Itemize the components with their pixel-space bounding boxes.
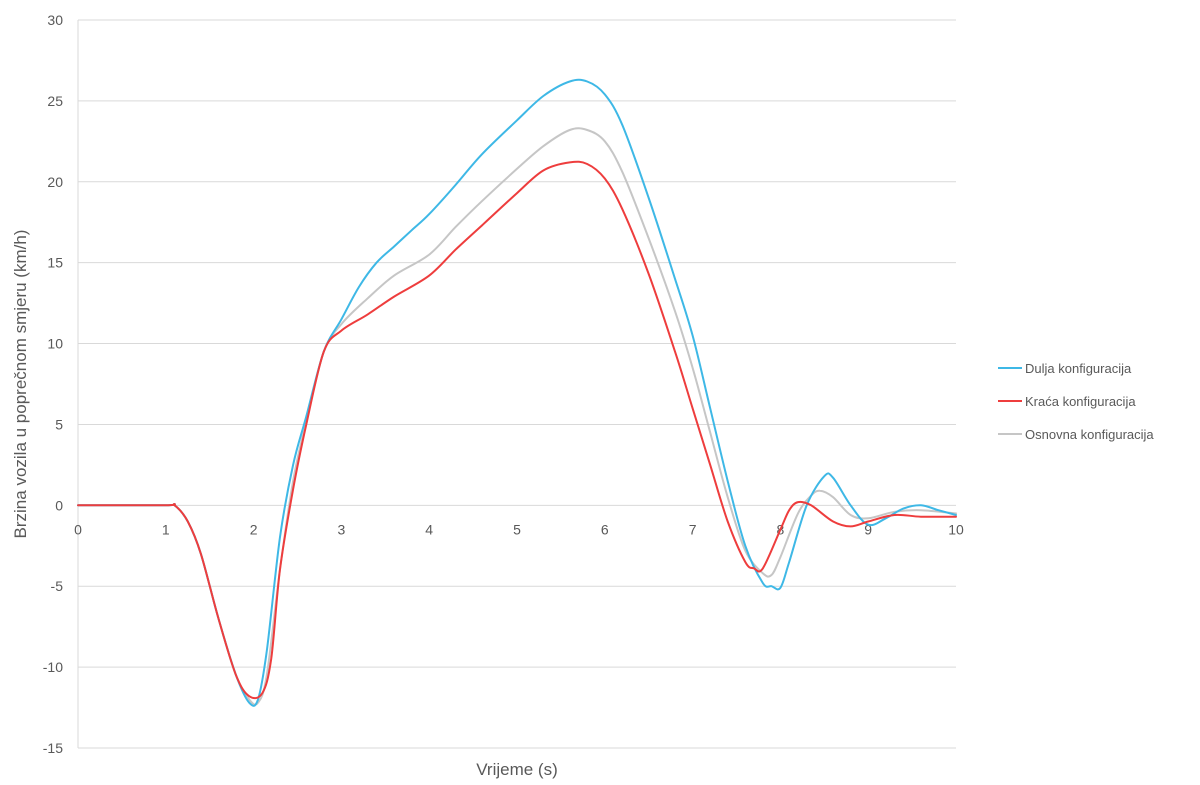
grid-lines — [77, 19, 956, 749]
x-tick-label: 1 — [162, 521, 170, 537]
y-tick-label: 30 — [47, 12, 63, 28]
x-tick-label: 2 — [250, 521, 258, 537]
y-axis-title: Brzina vozila u poprečnom smjeru (km/h) — [11, 230, 30, 539]
x-axis-title: Vrijeme (s) — [476, 760, 558, 779]
x-tick-label: 6 — [601, 521, 609, 537]
legend-label: Osnovna konfiguracija — [1025, 427, 1154, 442]
y-tick-label: -10 — [43, 659, 63, 675]
x-tick-label: 9 — [864, 521, 872, 537]
y-tick-label: 0 — [55, 497, 63, 513]
y-tick-label: 10 — [47, 336, 63, 352]
y-tick-label: 5 — [55, 416, 63, 432]
y-tick-label: 25 — [47, 93, 63, 109]
legend-item: Osnovna konfiguracija — [998, 427, 1154, 442]
series-line-1 — [77, 78, 957, 707]
x-tick-label: 10 — [948, 521, 964, 537]
y-tick-label: 20 — [47, 174, 63, 190]
x-tick-label: 4 — [425, 521, 433, 537]
x-tick-label: 7 — [689, 521, 697, 537]
legend-item: Dulja konfiguracija — [998, 361, 1132, 376]
series-line-2 — [77, 160, 957, 700]
legend-label: Kraća konfiguracija — [1025, 394, 1136, 409]
legend-label: Dulja konfiguracija — [1025, 361, 1132, 376]
x-tick-label: 0 — [74, 521, 82, 537]
x-tick-label: 5 — [513, 521, 521, 537]
x-tick-label: 3 — [338, 521, 346, 537]
series-lines — [77, 78, 957, 707]
y-tick-label: 15 — [47, 255, 63, 271]
legend-item: Kraća konfiguracija — [998, 394, 1136, 409]
series-line-3 — [77, 127, 957, 706]
legend: Dulja konfiguracija Kraća konfiguracija Os… — [998, 361, 1154, 442]
y-tick-label: -5 — [51, 578, 64, 594]
y-tick-label: -15 — [43, 740, 63, 756]
